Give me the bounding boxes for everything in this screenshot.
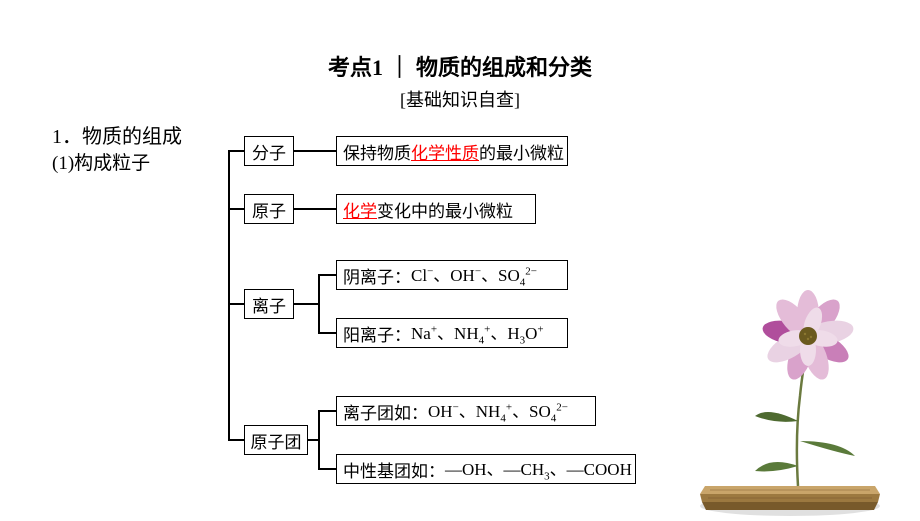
tick-cation bbox=[318, 332, 336, 334]
tick-neutral bbox=[318, 468, 336, 470]
tick-ion bbox=[228, 303, 244, 305]
iongroup-examples: OH−、NH4+、SO42− bbox=[428, 397, 568, 424]
iongroup-label: 离子团如： bbox=[343, 399, 428, 424]
detail-cation: 阳离子：Na+、NH4+、H3O+ bbox=[336, 318, 568, 348]
node-ion-label: 离子 bbox=[252, 292, 286, 317]
conn-molecule bbox=[294, 150, 336, 152]
flower-svg bbox=[700, 276, 880, 516]
atom-red: 化学 bbox=[343, 197, 377, 222]
node-group-label: 原子团 bbox=[251, 428, 302, 453]
composition-diagram: 分子 保持物质化学性质的最小微粒 原子 化学变化中的最小微粒 离子 阴离子：Cl… bbox=[228, 128, 668, 484]
page-subtitle: [基础知识自查] bbox=[0, 86, 920, 112]
node-atom: 原子 bbox=[244, 194, 294, 224]
conn-atom bbox=[294, 208, 336, 210]
node-atom-label: 原子 bbox=[252, 197, 286, 222]
subsection-heading: (1)构成粒子 bbox=[52, 148, 150, 175]
node-ion: 离子 bbox=[244, 289, 294, 319]
detail-neutral: 中性基团如：—OH、—CH3、—COOH bbox=[336, 454, 636, 484]
atom-post: 变化中的最小微粒 bbox=[377, 197, 513, 222]
tick-anion bbox=[318, 274, 336, 276]
cation-examples: Na+、NH4+、H3O+ bbox=[411, 319, 544, 346]
detail-atom: 化学变化中的最小微粒 bbox=[336, 194, 536, 224]
tick-group bbox=[228, 439, 244, 441]
molecule-pre: 保持物质 bbox=[343, 139, 411, 164]
spine-line bbox=[228, 150, 230, 440]
anion-examples: Cl−、OH−、SO42− bbox=[411, 261, 537, 288]
detail-molecule: 保持物质化学性质的最小微粒 bbox=[336, 136, 568, 166]
bracket-group bbox=[318, 410, 320, 468]
detail-anion: 阴离子：Cl−、OH−、SO42− bbox=[336, 260, 568, 290]
page-title: 考点1 ｜ 物质的组成和分类 bbox=[0, 50, 920, 82]
section-heading: 1．物质的组成 bbox=[52, 120, 182, 149]
conn-ion bbox=[294, 303, 320, 305]
anion-label: 阴离子： bbox=[343, 263, 411, 288]
detail-iongroup: 离子团如：OH−、NH4+、SO42− bbox=[336, 396, 596, 426]
neutral-label: 中性基团如： bbox=[343, 457, 445, 482]
node-molecule-label: 分子 bbox=[252, 139, 286, 164]
cation-label: 阳离子： bbox=[343, 321, 411, 346]
neutral-examples: —OH、—CH3、—COOH bbox=[445, 455, 632, 482]
bracket-ion bbox=[318, 274, 320, 332]
node-group: 原子团 bbox=[244, 425, 308, 455]
molecule-post: 的最小微粒 bbox=[479, 139, 564, 164]
node-molecule: 分子 bbox=[244, 136, 294, 166]
molecule-red: 化学性质 bbox=[411, 139, 479, 164]
tick-molecule bbox=[228, 150, 244, 152]
flower-decoration bbox=[700, 276, 880, 516]
tick-atom bbox=[228, 208, 244, 210]
tick-iongroup bbox=[318, 410, 336, 412]
